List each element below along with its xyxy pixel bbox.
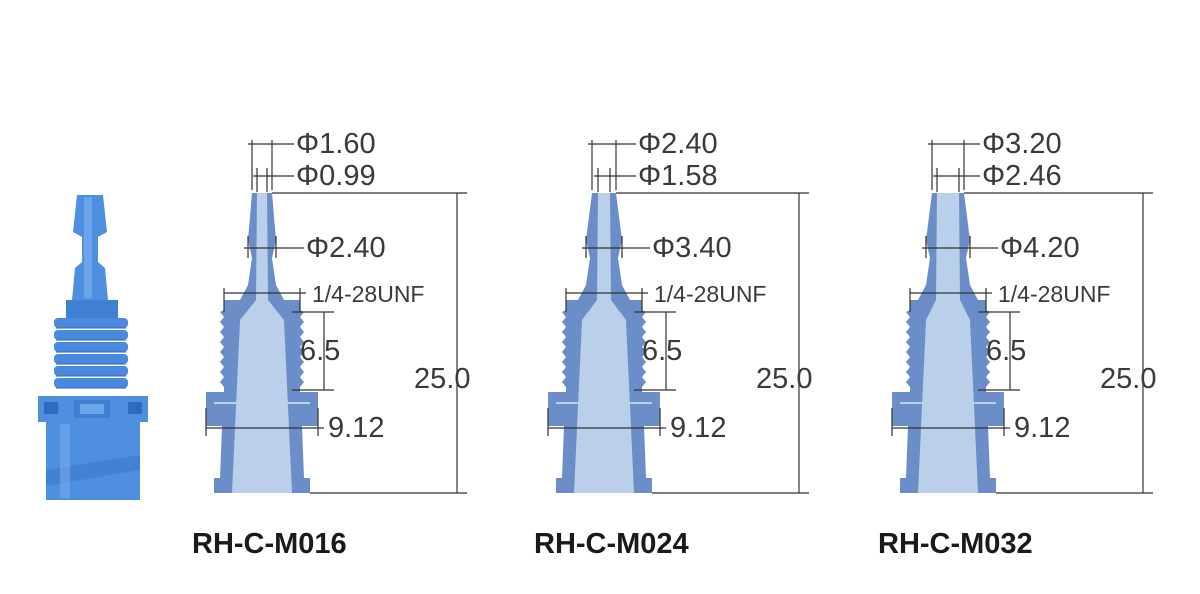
model-number-label: RH-C-M024 [534,528,689,560]
thread-length-label: 6.5 [986,335,1026,367]
flange-width-label: 9.12 [670,412,726,444]
bore-diameter-label: Φ2.46 [982,160,1062,192]
section-body [892,193,1004,493]
model-number-label: RH-C-M032 [878,528,1033,560]
tip-outer-diameter-label: Φ2.40 [638,128,718,160]
thread-length-label: 6.5 [300,335,340,367]
thread-spec-label: 1/4-28UNF [312,281,424,307]
barb-diameter-label: Φ4.20 [1000,232,1080,264]
flange-width-label: 9.12 [328,412,384,444]
model-number-label: RH-C-M016 [192,528,347,560]
tip-outer-diameter-label: Φ1.60 [296,128,376,160]
overall-length-label: 25.0 [1100,363,1156,395]
bore-diameter-label: Φ0.99 [296,160,376,192]
bore-diameter-label: Φ1.58 [638,160,718,192]
barb-diameter-label: Φ3.40 [652,232,732,264]
thread-spec-label: 1/4-28UNF [654,281,766,307]
section-body [206,193,318,493]
dimension-lines [205,140,467,494]
dimension-lines [891,140,1153,494]
thread-spec-label: 1/4-28UNF [998,281,1110,307]
luer-barb-fitting-photo [38,195,148,500]
flange-width-label: 9.12 [1014,412,1070,444]
section-body [548,193,660,493]
dimension-lines [547,140,809,494]
barb-diameter-label: Φ2.40 [306,232,386,264]
overall-length-label: 25.0 [756,363,812,395]
thread-length-label: 6.5 [642,335,682,367]
overall-length-label: 25.0 [414,363,470,395]
tip-outer-diameter-label: Φ3.20 [982,128,1062,160]
